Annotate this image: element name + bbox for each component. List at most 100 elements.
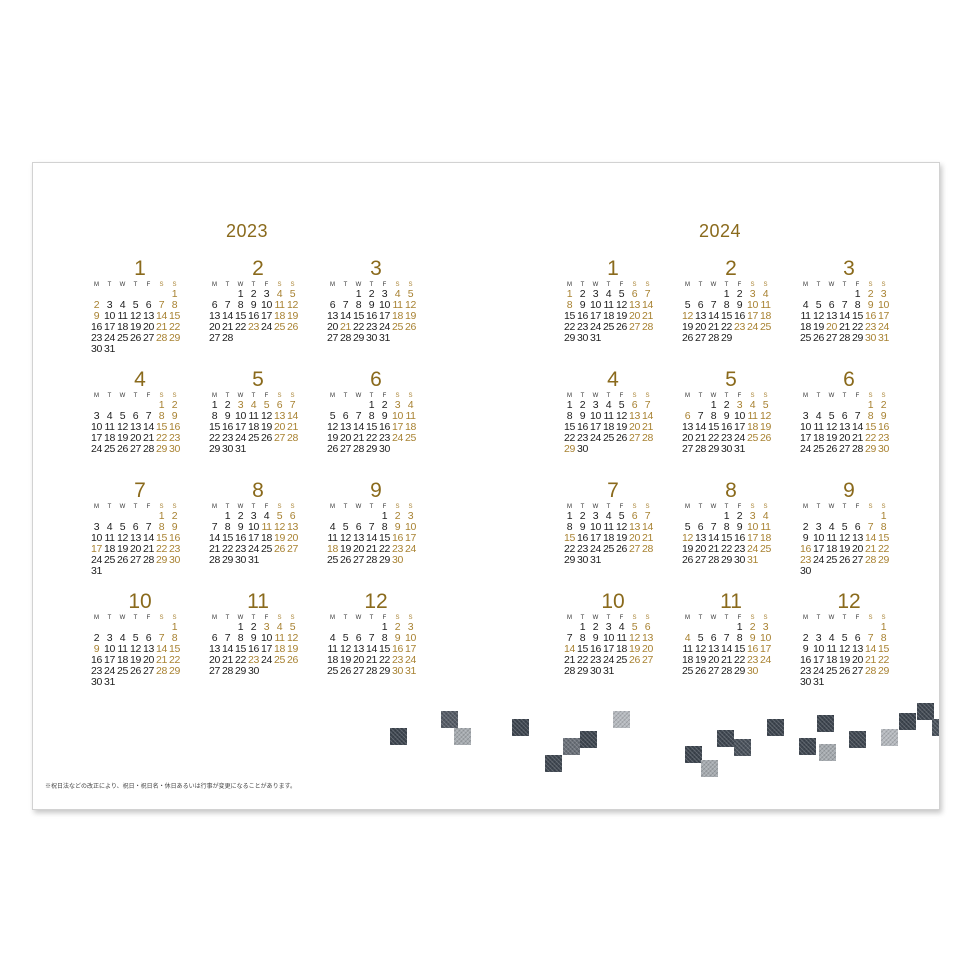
day-cell: 18 xyxy=(248,421,259,433)
day-cell: 14 xyxy=(852,421,863,433)
month-2024-12: 12 M T W T F S S 1 2 3 4 5 6 7 8 9 10 11 12 13 14 15 16 17 18 19 20… xyxy=(799,590,899,694)
day-cell: 8 xyxy=(854,299,861,311)
weekday-letter: T xyxy=(251,282,256,288)
day-cell: 11 xyxy=(826,643,837,655)
weekday-letter: T xyxy=(225,504,230,510)
weekday-letter: T xyxy=(133,615,138,621)
day-cell: 21 xyxy=(695,432,706,444)
day-cell: 12 xyxy=(629,632,640,644)
day-cell: 25 xyxy=(603,432,614,444)
day-cell: 15 xyxy=(577,643,588,655)
day-cell: 19 xyxy=(682,321,693,333)
day-cell: 18 xyxy=(392,310,403,322)
day-cell: 4 xyxy=(250,399,257,411)
day-cell: 20 xyxy=(130,432,141,444)
day-cell: 11 xyxy=(760,521,771,533)
day-cell: 20 xyxy=(143,654,154,666)
day-cell: 8 xyxy=(171,299,178,311)
day-cell: 6 xyxy=(132,521,139,533)
day-cell: 31 xyxy=(235,443,246,455)
day-cell: 15 xyxy=(852,310,863,322)
day-cell: 29 xyxy=(708,443,719,455)
day-cell: 21 xyxy=(366,543,377,555)
day-cell: 26 xyxy=(405,321,416,333)
day-cell: 20 xyxy=(629,310,640,322)
day-cell: 22 xyxy=(878,654,889,666)
day-cell: 8 xyxy=(171,632,178,644)
day-cell: 15 xyxy=(708,421,719,433)
day-cell: 14 xyxy=(222,310,233,322)
day-cell: 13 xyxy=(826,310,837,322)
day-cell: 13 xyxy=(287,521,298,533)
day-cell: 13 xyxy=(327,310,338,322)
days-grid: 1 2 3 4 5 6 7 8 9 10 11 12 13 14 15 16 17 18 19 20 21 22 23 24 2… xyxy=(208,400,308,470)
day-cell: 5 xyxy=(132,632,139,644)
day-cell: 18 xyxy=(800,321,811,333)
day-cell: 10 xyxy=(104,310,115,322)
day-cell: 18 xyxy=(274,310,285,322)
day-cell: 13 xyxy=(629,410,640,422)
day-cell: 14 xyxy=(564,643,575,655)
weekday-letter: W xyxy=(828,393,835,399)
day-cell: 3 xyxy=(749,288,756,300)
day-cell: 1 xyxy=(880,510,887,522)
month-number: 6 xyxy=(370,368,382,391)
day-cell: 4 xyxy=(684,632,691,644)
weekday-letter: T xyxy=(369,504,374,510)
day-cell: 30 xyxy=(721,443,732,455)
day-cell: 31 xyxy=(590,332,601,344)
day-cell: 6 xyxy=(276,399,283,411)
day-cell: 17 xyxy=(261,310,272,322)
day-cell: 19 xyxy=(130,654,141,666)
day-cell: 25 xyxy=(274,321,285,333)
day-cell: 9 xyxy=(802,532,809,544)
day-cell: 29 xyxy=(721,332,732,344)
day-cell: 22 xyxy=(353,321,364,333)
day-cell: 29 xyxy=(156,443,167,455)
weekday-letter: M xyxy=(94,282,99,288)
day-cell: 1 xyxy=(211,399,218,411)
weekday-letter: T xyxy=(133,504,138,510)
weekday-letter: F xyxy=(382,282,387,288)
day-cell: 11 xyxy=(274,632,285,644)
month-2024-1: 1 M T W T F S S 1 2 3 4 5 6 7 8 9 10 11 12 13 14 15 16 17 18 19 20 2… xyxy=(563,257,663,361)
month-number: 10 xyxy=(601,590,625,613)
day-cell: 5 xyxy=(618,399,625,411)
day-cell: 27 xyxy=(852,554,863,566)
weekday-letter: T xyxy=(369,393,374,399)
day-cell: 6 xyxy=(854,521,861,533)
day-cell: 30 xyxy=(379,443,390,455)
month-2023-10: 10 M T W T F S S 1 2 3 4 5 6 7 8 9 10 11 12 13 14 15 16 17 18 19 20… xyxy=(90,590,190,694)
day-cell: 26 xyxy=(813,332,824,344)
day-cell: 21 xyxy=(642,532,653,544)
day-cell: 27 xyxy=(682,443,693,455)
weekday-letter: T xyxy=(251,504,256,510)
day-cell: 12 xyxy=(130,310,141,322)
day-cell: 3 xyxy=(93,410,100,422)
day-cell: 26 xyxy=(274,543,285,555)
day-cell: 6 xyxy=(342,410,349,422)
day-cell: 11 xyxy=(392,299,403,311)
month-number: 6 xyxy=(843,368,855,391)
day-cell: 8 xyxy=(736,632,743,644)
days-grid: 1 2 3 4 5 6 7 8 9 10 11 12 13 14 15 16 17 18 19 20 21 22 23 24 2… xyxy=(799,622,899,692)
day-cell: 21 xyxy=(708,321,719,333)
days-grid: 1 2 3 4 5 6 7 8 9 10 11 12 13 14 15 16 17 18 19 20 21 22 23 24 2… xyxy=(90,622,190,692)
day-cell: 22 xyxy=(564,543,575,555)
day-cell: 8 xyxy=(355,299,362,311)
month-number: 11 xyxy=(247,590,269,613)
day-cell: 25 xyxy=(327,554,338,566)
day-cell: 6 xyxy=(631,399,638,411)
day-cell: 1 xyxy=(880,621,887,633)
day-cell: 18 xyxy=(826,543,837,555)
day-cell: 28 xyxy=(642,321,653,333)
day-cell: 21 xyxy=(340,321,351,333)
day-cell: 19 xyxy=(839,543,850,555)
day-cell: 8 xyxy=(158,410,165,422)
day-cell: 25 xyxy=(826,554,837,566)
day-cell: 12 xyxy=(616,299,627,311)
